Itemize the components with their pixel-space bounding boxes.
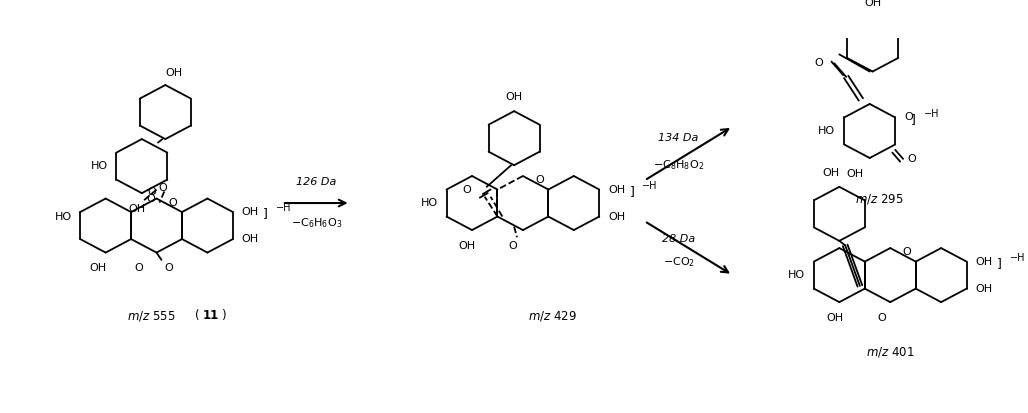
Text: O: O — [463, 185, 471, 195]
Text: ]: ] — [997, 257, 1002, 270]
Text: HO: HO — [818, 126, 836, 136]
Text: OH: OH — [166, 68, 183, 78]
Text: OH: OH — [506, 92, 522, 102]
Text: OH: OH — [128, 204, 146, 214]
Text: O: O — [158, 183, 167, 193]
Text: OH: OH — [846, 169, 864, 179]
Text: (: ( — [195, 309, 200, 322]
Text: OH: OH — [822, 168, 839, 178]
Text: OH: OH — [242, 207, 259, 217]
Text: HO: HO — [54, 212, 72, 223]
Text: O: O — [509, 241, 517, 251]
Text: ]: ] — [629, 185, 634, 198]
Text: $-\mathrm{CO_2}$: $-\mathrm{CO_2}$ — [663, 255, 695, 269]
Text: ]: ] — [911, 113, 916, 126]
Text: O: O — [814, 58, 822, 69]
Text: OH: OH — [242, 234, 259, 244]
Text: $\it{m/z}$ 401: $\it{m/z}$ 401 — [866, 345, 915, 358]
Text: OH: OH — [609, 185, 625, 195]
Text: O: O — [903, 247, 912, 256]
Text: OH: OH — [609, 211, 625, 221]
Text: OH: OH — [976, 256, 993, 266]
Text: HO: HO — [420, 198, 438, 208]
Text: OH: OH — [865, 0, 881, 8]
Text: $-\mathrm{C_8H_8O_2}$: $-\mathrm{C_8H_8O_2}$ — [653, 158, 704, 172]
Text: $\it{m/z}$ 295: $\it{m/z}$ 295 — [855, 192, 904, 206]
Text: $\it{m/z}$ 555: $\it{m/z}$ 555 — [127, 309, 176, 323]
Text: O: O — [148, 187, 156, 197]
Text: O: O — [536, 175, 544, 185]
Text: O: O — [146, 194, 155, 204]
Text: O: O — [135, 263, 143, 273]
Text: OH: OH — [825, 313, 843, 323]
Text: 11: 11 — [203, 309, 219, 322]
Text: OH: OH — [458, 241, 476, 251]
Text: $-\mathrm{C_6H_6O_3}$: $-\mathrm{C_6H_6O_3}$ — [291, 216, 342, 230]
Text: 28 Da: 28 Da — [662, 234, 695, 244]
Text: −H: −H — [276, 204, 292, 214]
Text: −H: −H — [642, 181, 658, 191]
Text: ): ) — [221, 309, 225, 322]
Text: −H: −H — [923, 109, 939, 119]
Text: −H: −H — [1009, 253, 1025, 263]
Text: O: O — [163, 263, 173, 273]
Text: 126 Da: 126 Da — [296, 177, 336, 187]
Text: O: O — [907, 154, 916, 164]
Text: 134 Da: 134 Da — [659, 133, 699, 142]
Text: $\it{m/z}$ 429: $\it{m/z}$ 429 — [528, 309, 577, 323]
Text: O: O — [904, 112, 913, 123]
Text: HO: HO — [787, 270, 805, 280]
Text: OH: OH — [976, 284, 993, 294]
Text: O: O — [169, 197, 177, 208]
Text: HO: HO — [90, 161, 108, 171]
Text: ]: ] — [263, 207, 268, 221]
Text: O: O — [877, 313, 886, 323]
Text: OH: OH — [89, 263, 106, 273]
